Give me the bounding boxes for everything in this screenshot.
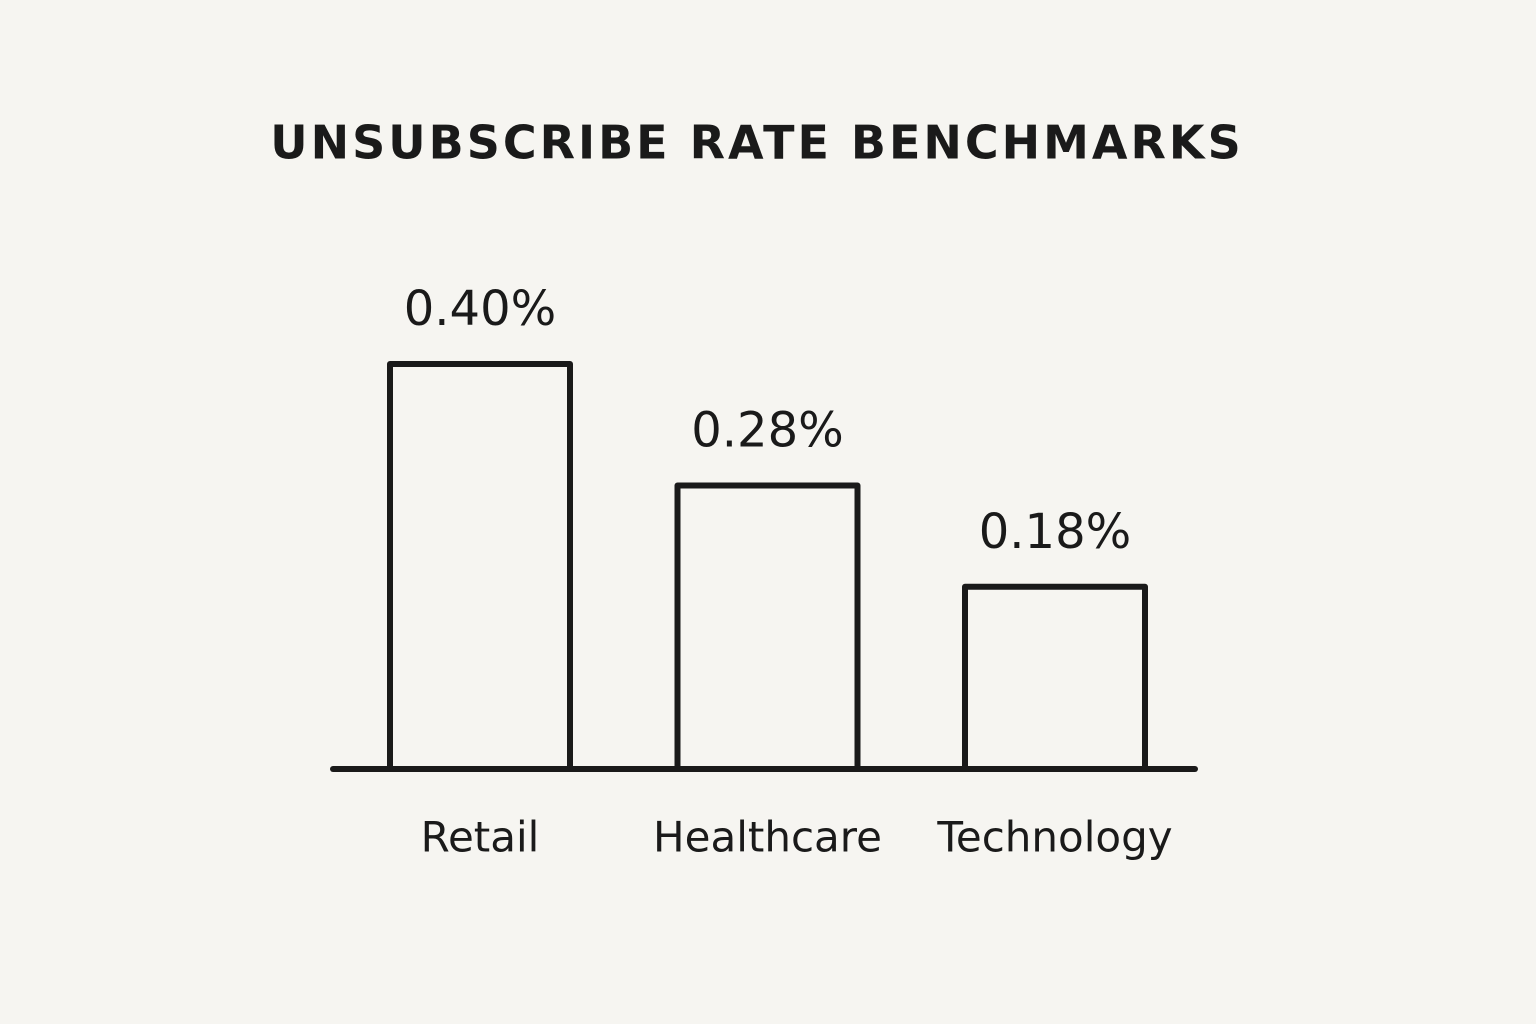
value-label: 0.28% (691, 403, 843, 459)
x-tick-label: Technology (936, 813, 1172, 862)
chart-title: UNSUBSCRIBE RATE BENCHMARKS (270, 116, 1243, 170)
value-label: 0.40% (404, 281, 556, 337)
value-label: 0.18% (979, 504, 1131, 560)
x-tick-label: Healthcare (653, 813, 882, 862)
x-tick-label: Retail (421, 813, 540, 862)
